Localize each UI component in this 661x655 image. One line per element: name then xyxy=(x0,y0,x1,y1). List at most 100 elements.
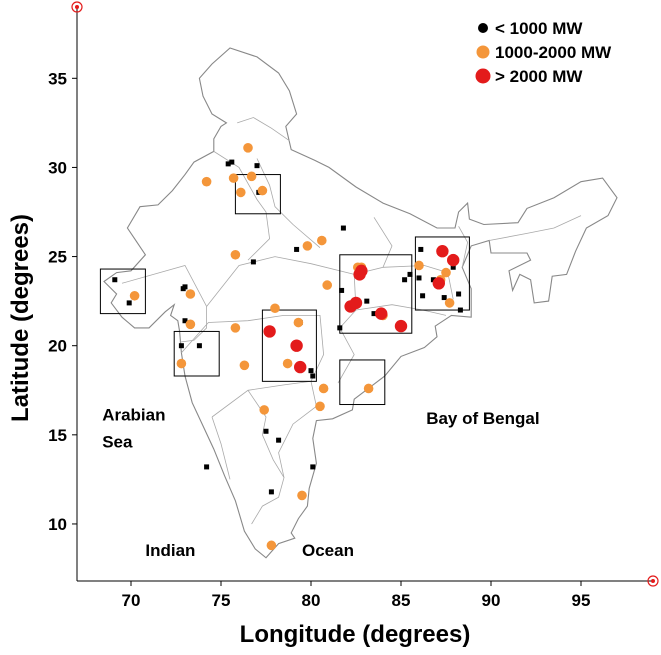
plant-medium xyxy=(228,173,239,183)
plant-medium xyxy=(129,290,140,301)
plant-small xyxy=(441,295,447,301)
plant-small xyxy=(450,264,456,270)
plant-small xyxy=(254,163,260,169)
plant-medium xyxy=(441,267,451,278)
plant-small xyxy=(364,298,370,304)
corner-marker xyxy=(647,575,659,587)
plant-small xyxy=(182,318,188,324)
region-box xyxy=(414,236,470,311)
corner-marker xyxy=(71,1,83,13)
plant-large xyxy=(353,268,366,281)
y-axis-label: Latitude (degrees) xyxy=(7,214,34,422)
plant-small xyxy=(126,300,132,306)
region-box xyxy=(99,268,146,315)
state-boundary xyxy=(382,265,454,300)
plant-medium xyxy=(317,235,327,246)
state-boundary xyxy=(206,217,393,307)
plant-large xyxy=(432,277,445,290)
plant-small xyxy=(337,325,343,331)
plant-large xyxy=(349,296,363,310)
plant-small xyxy=(229,159,235,165)
y-tick-label: 25 xyxy=(48,248,67,267)
svg-text:> 2000 MW: > 2000 MW xyxy=(495,67,583,86)
plant-medium xyxy=(293,317,304,328)
state-boundary xyxy=(237,117,290,142)
state-boundary xyxy=(121,265,208,343)
plant-medium xyxy=(185,289,196,299)
svg-text:1000-2000 MW: 1000-2000 MW xyxy=(495,43,612,62)
legend-item-small: < 1000 MW xyxy=(478,19,583,38)
plant-small xyxy=(402,277,408,283)
legend-item-large: > 2000 MW xyxy=(475,67,583,86)
water-label: Arabian xyxy=(102,406,165,425)
plant-medium xyxy=(239,360,250,371)
plant-medium xyxy=(243,143,253,153)
y-tick-label: 10 xyxy=(48,515,67,534)
state-boundary xyxy=(247,390,285,525)
plant-medium xyxy=(363,383,374,394)
region-box xyxy=(339,359,386,406)
plant-small xyxy=(182,284,188,290)
plant-small xyxy=(294,246,300,252)
plant-small xyxy=(250,259,256,265)
x-tick-label: 75 xyxy=(212,591,231,610)
plant-small xyxy=(308,368,314,374)
plant-medium xyxy=(322,280,333,290)
plant-small xyxy=(268,489,274,495)
plant-small xyxy=(339,287,345,293)
y-tick-label: 15 xyxy=(48,426,67,445)
plant-large xyxy=(263,325,276,338)
plant-medium xyxy=(266,540,277,551)
state-boundary xyxy=(213,151,271,261)
plant-medium xyxy=(270,303,280,314)
x-axis-label: Longitude (degrees) xyxy=(240,621,471,648)
state-boundary xyxy=(181,314,325,418)
plant-small xyxy=(263,428,269,434)
region-boxes xyxy=(99,174,470,406)
region-box xyxy=(261,309,317,382)
plant-medium xyxy=(246,171,257,182)
state-boundary xyxy=(489,215,582,241)
y-tick-label: 35 xyxy=(48,69,67,88)
plant-medium xyxy=(282,358,293,369)
x-tick-label: 90 xyxy=(482,591,501,610)
plant-large xyxy=(394,319,408,333)
y-tick-label: 20 xyxy=(48,337,67,356)
plant-medium xyxy=(302,241,313,251)
plant-medium xyxy=(444,298,455,308)
plant-small xyxy=(310,464,316,470)
x-tick-label: 80 xyxy=(302,591,321,610)
plant-small xyxy=(225,161,231,167)
plant-large xyxy=(290,339,303,352)
plant-small xyxy=(371,311,377,317)
water-label: Ocean xyxy=(302,541,354,560)
plant-medium xyxy=(236,187,246,198)
water-labels: Arabian Sea Bay of Bengal Indian Ocean xyxy=(102,406,539,560)
plant-small xyxy=(430,277,436,283)
state-boundary xyxy=(278,381,317,478)
plant-small xyxy=(456,291,462,297)
plant-medium xyxy=(414,260,424,271)
plant-large xyxy=(447,253,460,267)
plant-medium xyxy=(230,323,241,333)
region-box xyxy=(339,254,413,334)
state-boundary xyxy=(211,416,231,480)
x-tick-label: 95 xyxy=(572,591,591,610)
plant-small xyxy=(196,343,202,349)
plant-small xyxy=(340,225,346,231)
plant-medium xyxy=(176,358,187,369)
plant-small xyxy=(310,373,316,379)
plant-small xyxy=(276,437,282,443)
water-label: Indian xyxy=(145,541,195,560)
state-boundary xyxy=(355,304,447,316)
power-plants xyxy=(112,143,463,551)
plant-small xyxy=(204,464,210,470)
y-tick-label: 30 xyxy=(48,158,67,177)
plant-small xyxy=(457,307,463,313)
plant-small xyxy=(407,271,413,277)
legend: < 1000 MW 1000-2000 MW > 2000 MW xyxy=(475,19,612,86)
plant-medium xyxy=(230,249,241,260)
region-box xyxy=(173,330,220,377)
